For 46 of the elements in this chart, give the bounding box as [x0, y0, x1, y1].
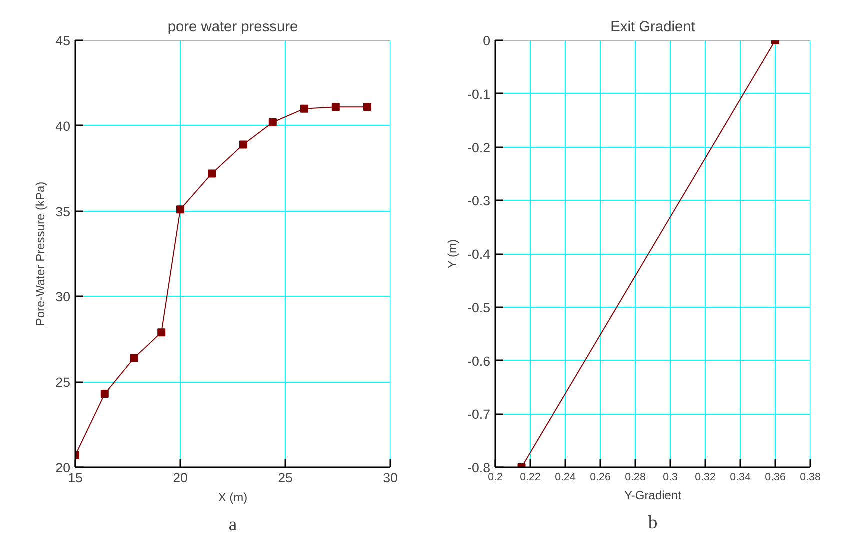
y-tick-label: -0.4: [468, 247, 492, 262]
point: [176, 206, 184, 214]
y-tick-label: 35: [56, 204, 71, 220]
y-tick-label: -0.1: [468, 86, 490, 102]
chart-title: pore water pressure: [168, 20, 298, 36]
y-axis-title: Pore-Water Pressure (kPa): [34, 182, 48, 326]
x-tick-label: 25: [278, 470, 293, 486]
x-tick-label: 0.24: [555, 472, 576, 484]
y-tick-label: 0: [483, 34, 491, 48]
x-tick-label: 20: [173, 470, 188, 486]
chart-title: Exit Gradient: [610, 20, 696, 36]
x-tick-label: 0.36: [765, 472, 786, 484]
x-tick-label: 0.32: [695, 472, 716, 484]
point: [240, 140, 248, 149]
x-tick-label: 0.28: [625, 472, 646, 484]
y-tick-label: -0.3: [468, 194, 490, 209]
point: [268, 118, 277, 126]
x-axis-title: X (m): [218, 490, 248, 504]
x-tick-label: 0.34: [730, 472, 751, 484]
point: [208, 170, 216, 178]
text: b: [648, 512, 658, 534]
y-tick-label: -0.7: [468, 407, 490, 422]
point: [158, 328, 166, 337]
x-tick-label: 15: [68, 470, 83, 486]
y-axis-title: Y (m): [446, 240, 460, 269]
y-tick-label: 30: [56, 290, 71, 305]
y-tick-label: 40: [56, 118, 71, 134]
x-tick-label: 0.26: [590, 472, 611, 484]
y-tick-label: -0.8: [468, 460, 490, 476]
point: [332, 103, 340, 112]
text: a: [228, 514, 238, 536]
y-tick-label: 45: [56, 34, 71, 48]
y-tick-label: 25: [56, 375, 71, 390]
x-tick-label: 0.3: [663, 472, 678, 484]
x-tick-label: 30: [383, 470, 398, 486]
y-tick-label: -0.5: [468, 300, 490, 316]
point: [300, 104, 308, 113]
x-tick-label: 0.22: [520, 472, 541, 484]
x-tick-label: 0.38: [800, 472, 821, 484]
y-tick-label: -0.2: [468, 140, 490, 156]
x-axis-title: Y-Gradient: [624, 488, 682, 502]
point: [130, 354, 138, 362]
point: [363, 103, 372, 112]
point: [100, 390, 109, 398]
y-tick-label: -0.6: [468, 354, 490, 369]
x-tick-label: 0.2: [488, 472, 503, 484]
